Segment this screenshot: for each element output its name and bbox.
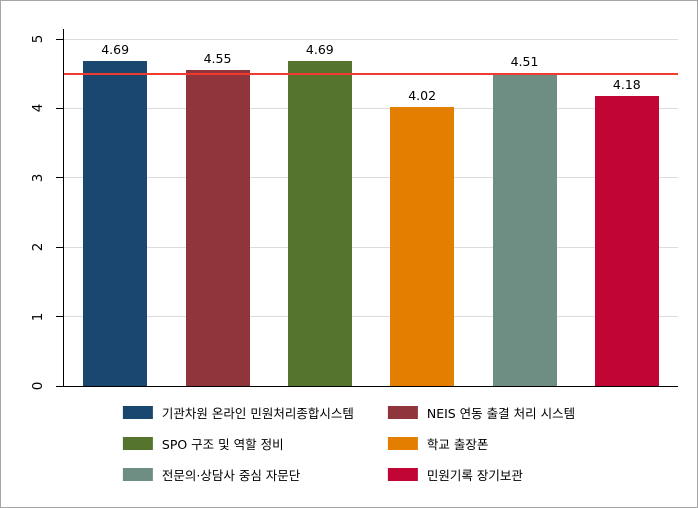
bar	[390, 107, 455, 386]
y-axis-tick	[56, 316, 64, 318]
legend-label: 민원기록 장기보관	[426, 468, 523, 483]
y-axis-tick	[56, 38, 64, 40]
bar-value-label: 4.69	[101, 41, 130, 57]
bar	[185, 70, 250, 386]
legend-label: 전문의·상담사 중심 자문단	[161, 468, 301, 483]
y-axis-tick-label: 3	[30, 173, 46, 183]
bar-value-label: 4.18	[612, 76, 641, 92]
legend-label: SPO 구조 및 역할 정비	[161, 437, 284, 452]
legend-item: NEIS 연동 출결 처리 시스템	[387, 403, 576, 422]
legend-label: 기관차원 온라인 민원처리종합시스템	[161, 406, 354, 421]
y-axis-tick	[56, 246, 64, 248]
legend-swatch	[387, 468, 418, 481]
y-axis-tick	[56, 177, 64, 179]
gridline	[64, 316, 678, 318]
y-axis-tick-label: 4	[30, 104, 46, 113]
legend-swatch	[122, 406, 153, 419]
legend-item: 전문의·상담사 중심 자문단	[122, 465, 354, 484]
plot-area: 0 1 2 3 4 5 4.69 4.55 4.69 4.02 4.51 4.18	[30, 29, 678, 390]
bar	[83, 60, 148, 386]
gridline	[64, 177, 678, 179]
bar-value-label: 4.51	[510, 54, 539, 70]
reference-line	[64, 72, 678, 75]
y-axis-tick-label: 2	[30, 242, 46, 252]
gridline	[64, 107, 678, 109]
legend-label: 학교 출장폰	[426, 437, 489, 452]
bar-value-label: 4.69	[305, 41, 334, 57]
y-axis-tick	[56, 107, 64, 109]
legend-swatch	[122, 437, 153, 450]
bar	[492, 73, 557, 386]
legend: 기관차원 온라인 민원처리종합시스템 NEIS 연동 출결 처리 시스템 SPO 구…	[122, 403, 576, 484]
legend-item: 민원기록 장기보관	[387, 465, 575, 484]
legend-item: 기관차원 온라인 민원처리종합시스템	[122, 403, 354, 422]
bar	[287, 60, 352, 386]
bar-value-label: 4.02	[408, 88, 437, 104]
legend-item: 학교 출장폰	[387, 434, 575, 453]
legend-swatch	[387, 406, 418, 419]
bar	[594, 95, 659, 386]
legend-item: SPO 구조 및 역할 정비	[122, 434, 354, 453]
legend-swatch	[122, 468, 153, 481]
bar-value-label: 4.55	[203, 51, 232, 67]
y-axis-tick-label: 5	[30, 34, 46, 44]
y-axis-tick-label: 0	[30, 381, 46, 391]
gridline	[64, 38, 678, 40]
y-axis-tick-label: 1	[30, 312, 46, 321]
legend-label: NEIS 연동 출결 처리 시스템	[426, 406, 576, 421]
y-axis-tick	[56, 385, 64, 387]
gridline	[64, 246, 678, 248]
legend-swatch	[387, 437, 418, 450]
